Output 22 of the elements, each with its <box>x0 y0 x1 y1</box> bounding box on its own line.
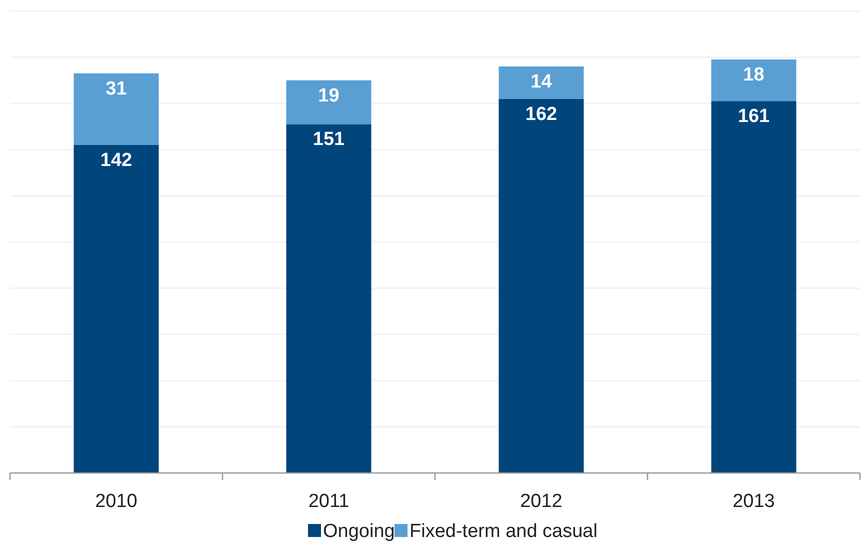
bar <box>711 60 796 102</box>
data-label: 19 <box>318 85 340 106</box>
data-label: 161 <box>738 106 770 128</box>
data-label: 31 <box>106 78 128 100</box>
data-label: 162 <box>525 104 558 125</box>
bar <box>286 80 372 124</box>
x-tick-label: 2011 <box>308 491 350 512</box>
legend-label: Fixed-term and casual <box>410 521 598 542</box>
bar <box>74 144 159 473</box>
x-tick-label: 2013 <box>732 491 775 512</box>
legend-label: Ongoing <box>323 521 395 542</box>
x-tick-label: 2010 <box>95 491 138 512</box>
data-label: 14 <box>530 71 552 92</box>
data-label: 151 <box>312 129 346 150</box>
bar <box>711 101 796 473</box>
bar <box>498 66 584 99</box>
data-label: 18 <box>743 64 764 86</box>
bar <box>498 98 584 473</box>
x-tick-label: 2012 <box>520 491 562 512</box>
bar <box>286 124 372 473</box>
bar <box>74 73 159 145</box>
data-label: 142 <box>100 150 132 171</box>
